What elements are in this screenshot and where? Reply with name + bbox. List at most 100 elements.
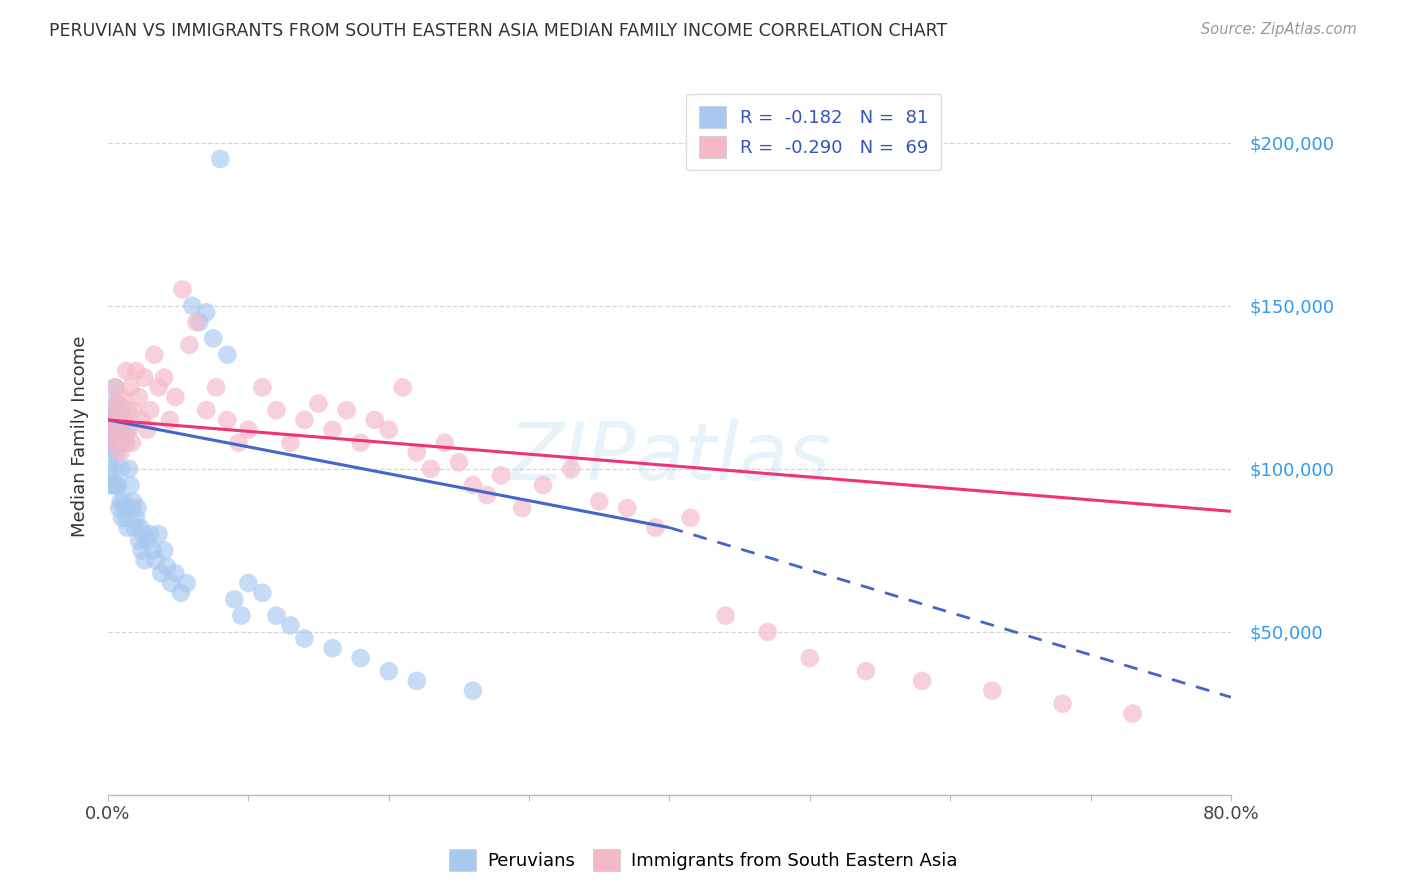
Point: [111, 510, 134, 524]
Point: [209, 152, 232, 166]
Point: [122, 494, 145, 508]
Text: Source: ZipAtlas.com: Source: ZipAtlas.com: [1201, 22, 1357, 37]
Point: [181, 299, 204, 313]
Point: [252, 380, 274, 394]
Point: [100, 423, 122, 437]
Point: [107, 397, 129, 411]
Point: [205, 380, 228, 394]
Point: [124, 520, 146, 534]
Point: [461, 683, 484, 698]
Point: [111, 390, 134, 404]
Point: [172, 283, 194, 297]
Point: [377, 423, 399, 437]
Point: [107, 397, 129, 411]
Point: [336, 403, 359, 417]
Point: [228, 435, 250, 450]
Point: [231, 608, 253, 623]
Point: [145, 553, 167, 567]
Point: [195, 305, 218, 319]
Point: [117, 403, 139, 417]
Point: [322, 641, 344, 656]
Point: [110, 494, 132, 508]
Point: [238, 423, 260, 437]
Point: [104, 380, 127, 394]
Point: [131, 413, 153, 427]
Point: [217, 413, 239, 427]
Point: [224, 592, 246, 607]
Point: [100, 478, 122, 492]
Point: [363, 413, 385, 427]
Point: [110, 445, 132, 459]
Point: [112, 413, 135, 427]
Point: [510, 501, 533, 516]
Point: [136, 533, 159, 548]
Point: [531, 478, 554, 492]
Point: [280, 435, 302, 450]
Point: [170, 586, 193, 600]
Point: [105, 478, 128, 492]
Point: [475, 488, 498, 502]
Text: ZIPatlas: ZIPatlas: [509, 418, 831, 497]
Point: [121, 435, 143, 450]
Point: [405, 673, 427, 688]
Point: [103, 462, 125, 476]
Point: [644, 520, 666, 534]
Point: [104, 380, 127, 394]
Point: [134, 553, 156, 567]
Point: [377, 664, 399, 678]
Point: [104, 413, 127, 427]
Point: [350, 435, 373, 450]
Point: [266, 403, 288, 417]
Point: [101, 397, 124, 411]
Point: [134, 370, 156, 384]
Point: [195, 403, 218, 417]
Point: [111, 435, 134, 450]
Point: [115, 510, 138, 524]
Point: [560, 462, 582, 476]
Point: [110, 423, 132, 437]
Point: [461, 478, 484, 492]
Point: [217, 348, 239, 362]
Point: [98, 462, 121, 476]
Point: [105, 445, 128, 459]
Point: [125, 364, 148, 378]
Point: [150, 566, 173, 581]
Point: [111, 403, 134, 417]
Point: [143, 348, 166, 362]
Point: [489, 468, 512, 483]
Point: [176, 576, 198, 591]
Point: [112, 413, 135, 427]
Point: [142, 543, 165, 558]
Point: [105, 423, 128, 437]
Point: [117, 423, 139, 437]
Point: [616, 501, 638, 516]
Point: [103, 435, 125, 450]
Point: [756, 624, 779, 639]
Point: [159, 413, 181, 427]
Point: [112, 494, 135, 508]
Point: [101, 478, 124, 492]
Point: [280, 618, 302, 632]
Point: [433, 435, 456, 450]
Point: [294, 632, 316, 646]
Point: [322, 423, 344, 437]
Point: [128, 533, 150, 548]
Point: [588, 494, 610, 508]
Point: [153, 543, 176, 558]
Legend: Peruvians, Immigrants from South Eastern Asia: Peruvians, Immigrants from South Eastern…: [441, 842, 965, 879]
Point: [308, 397, 330, 411]
Point: [1052, 697, 1074, 711]
Y-axis label: Median Family Income: Median Family Income: [72, 335, 89, 537]
Point: [114, 435, 136, 450]
Point: [238, 576, 260, 591]
Point: [108, 435, 131, 450]
Point: [117, 520, 139, 534]
Point: [156, 559, 179, 574]
Point: [114, 429, 136, 443]
Point: [103, 429, 125, 443]
Point: [100, 445, 122, 459]
Point: [101, 403, 124, 417]
Point: [139, 527, 162, 541]
Point: [294, 413, 316, 427]
Point: [129, 520, 152, 534]
